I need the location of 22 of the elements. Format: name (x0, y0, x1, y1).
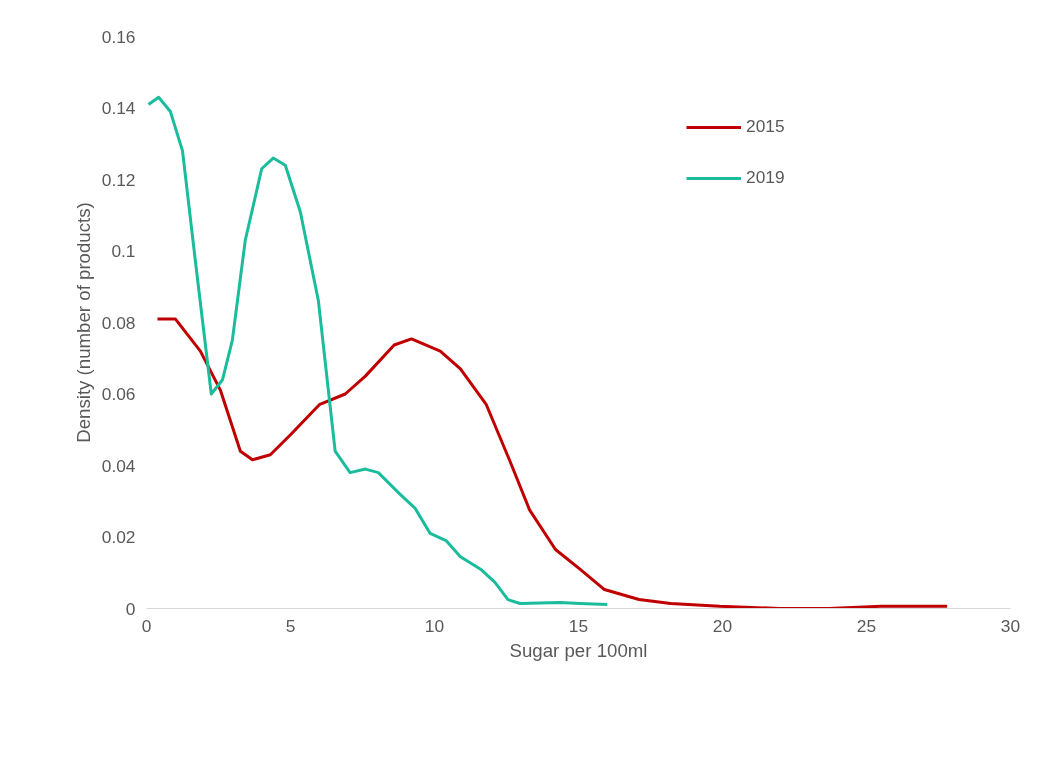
x-tick-label: 20 (712, 615, 733, 636)
x-tick-label: 10 (424, 615, 445, 636)
x-tick-label: 5 (285, 615, 296, 636)
x-tick-label: 30 (1000, 615, 1021, 636)
y-tick-label: 0.08 (101, 312, 136, 333)
y-tick-label: 0.16 (101, 26, 136, 47)
y-tick-label: 0.12 (101, 169, 136, 190)
y-tick-label: 0.04 (101, 455, 136, 476)
x-axis-title: Sugar per 100ml (509, 639, 648, 661)
x-tick-label: 15 (568, 615, 589, 636)
legend-label: 2015 (746, 116, 785, 137)
y-axis-title: Density (number of products) (72, 202, 94, 443)
x-tick-label: 25 (856, 615, 877, 636)
y-tick-label: 0.14 (101, 98, 136, 118)
y-tick-label: 0 (125, 598, 136, 619)
line-series (147, 95, 609, 607)
line-series (155, 317, 949, 609)
y-tick-label: 0.1 (111, 241, 136, 261)
y-tick-label: 0.02 (101, 527, 136, 547)
legend-label: 2019 (746, 167, 785, 188)
y-tick-label: 0.06 (101, 384, 136, 404)
x-tick-label: 0 (141, 615, 152, 636)
